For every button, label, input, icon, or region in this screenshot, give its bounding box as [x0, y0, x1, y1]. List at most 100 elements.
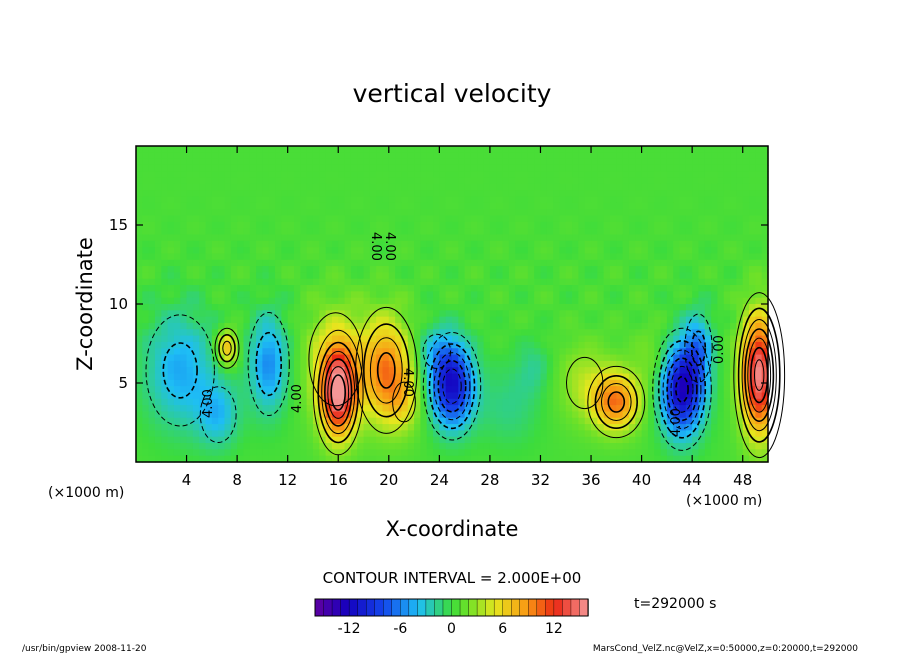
heatmap-cell	[458, 322, 466, 330]
heatmap-cell	[186, 291, 194, 299]
heatmap-cell	[635, 228, 643, 236]
heatmap-cell	[167, 259, 175, 267]
heatmap-cell	[243, 405, 251, 413]
heatmap-cell	[502, 316, 510, 324]
heatmap-cell	[610, 360, 617, 368]
heatmap-cell	[256, 247, 263, 255]
heatmap-cell	[237, 360, 245, 368]
heatmap-cell	[306, 348, 314, 356]
heatmap-cell	[395, 297, 403, 305]
heatmap-cell	[218, 430, 226, 438]
heatmap-cell	[742, 266, 750, 273]
heatmap-cell	[704, 405, 712, 413]
heatmap-cell	[414, 455, 421, 463]
heatmap-cell	[534, 367, 542, 375]
heatmap-cell	[749, 152, 756, 160]
heatmap-cell	[433, 411, 440, 419]
heatmap-cell	[312, 386, 320, 394]
heatmap-cell	[692, 259, 700, 267]
heatmap-cell	[692, 443, 700, 450]
heatmap-cell	[660, 449, 668, 457]
heatmap-cell	[230, 183, 238, 191]
heatmap-cell	[426, 152, 434, 160]
heatmap-cell	[685, 411, 693, 419]
heatmap-cell	[666, 443, 674, 450]
heatmap-cell	[572, 215, 579, 223]
heatmap-cell	[717, 304, 725, 311]
heatmap-cell	[199, 411, 207, 419]
heatmap-cell	[711, 297, 719, 305]
heatmap-cell	[420, 146, 428, 153]
heatmap-cell	[477, 228, 485, 236]
heatmap-cell	[325, 209, 333, 217]
heatmap-cell	[439, 278, 447, 286]
heatmap-cell	[294, 411, 301, 419]
heatmap-cell	[338, 386, 346, 394]
heatmap-cell	[565, 297, 573, 305]
heatmap-cell	[578, 367, 586, 375]
heatmap-cell	[761, 341, 769, 349]
heatmap-cell	[685, 215, 693, 223]
heatmap-cell	[287, 234, 295, 242]
heatmap-cell	[723, 430, 731, 438]
heatmap-cell	[300, 436, 308, 444]
heatmap-cell	[761, 266, 769, 273]
heatmap-cell	[717, 240, 725, 248]
heatmap-cell	[395, 247, 403, 255]
heatmap-cell	[534, 392, 542, 400]
heatmap-cell	[641, 379, 649, 387]
heatmap-cell	[433, 310, 440, 318]
heatmap-cell	[331, 417, 339, 425]
heatmap-cell	[426, 360, 434, 368]
heatmap-cell	[331, 215, 339, 223]
heatmap-cell	[407, 196, 415, 204]
heatmap-cell	[306, 158, 314, 166]
heatmap-cell	[527, 272, 535, 280]
heatmap-cell	[572, 430, 579, 438]
heatmap-cell	[508, 310, 516, 318]
heatmap-cell	[711, 253, 719, 261]
heatmap-cell	[565, 341, 573, 349]
heatmap-cell	[369, 177, 377, 185]
heatmap-cell	[521, 209, 529, 217]
heatmap-cell	[610, 177, 617, 185]
heatmap-cell	[496, 215, 504, 223]
heatmap-cell	[603, 221, 611, 229]
heatmap-cell	[572, 291, 579, 299]
heatmap-cell	[508, 171, 516, 179]
heatmap-cell	[268, 430, 276, 438]
heatmap-cell	[319, 221, 327, 229]
heatmap-cell	[300, 285, 308, 292]
heatmap-cell	[312, 411, 320, 419]
heatmap-cell	[154, 443, 162, 450]
heatmap-cell	[483, 209, 491, 217]
heatmap-cell	[755, 436, 763, 444]
heatmap-cell	[192, 341, 200, 349]
heatmap-cell	[508, 430, 516, 438]
heatmap-cell	[350, 240, 358, 248]
heatmap-cell	[730, 455, 737, 463]
heatmap-cell	[489, 386, 497, 394]
heatmap-cell	[730, 304, 737, 311]
heatmap-cell	[572, 171, 579, 179]
heatmap-cell	[723, 398, 731, 406]
heatmap-cell	[357, 322, 365, 330]
heatmap-cell	[628, 164, 636, 172]
heatmap-cell	[433, 259, 440, 267]
heatmap-cell	[483, 297, 491, 305]
heatmap-cell	[256, 430, 263, 438]
heatmap-cell	[578, 373, 586, 381]
heatmap-cell	[205, 367, 213, 375]
heatmap-cell	[312, 221, 320, 229]
heatmap-cell	[148, 190, 156, 198]
heatmap-cell	[540, 455, 548, 463]
heatmap-cell	[173, 436, 181, 444]
heatmap-cell	[186, 417, 194, 425]
heatmap-cell	[470, 449, 478, 457]
heatmap-cell	[218, 392, 226, 400]
heatmap-cell	[256, 424, 263, 431]
heatmap-cell	[704, 348, 712, 356]
heatmap-cell	[572, 209, 579, 217]
heatmap-cell	[660, 183, 668, 191]
heatmap-cell	[331, 443, 339, 450]
